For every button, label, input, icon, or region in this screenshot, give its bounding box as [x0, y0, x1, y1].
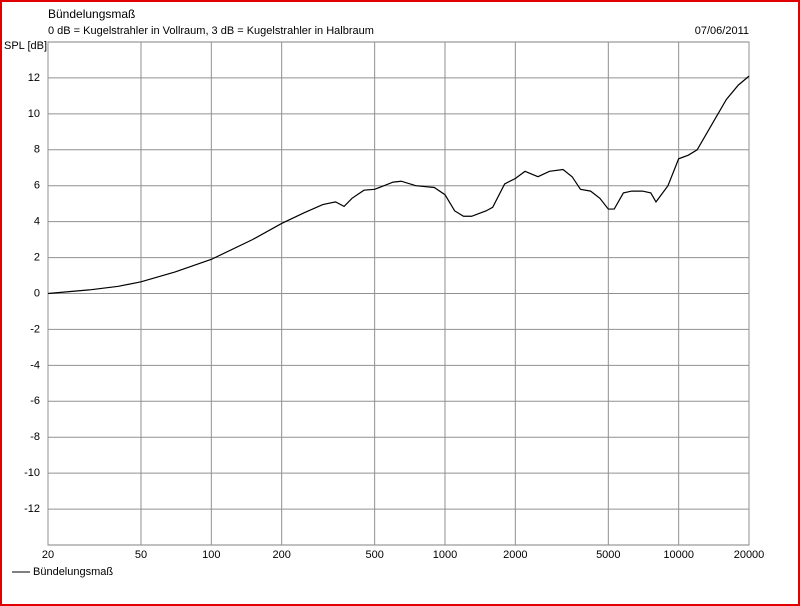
chart-subtitle: 0 dB = Kugelstrahler in Vollraum, 3 dB =…	[48, 25, 374, 37]
y-tick-label: 4	[34, 216, 40, 228]
y-tick-label: 2	[34, 251, 40, 263]
x-tick-label: 2000	[503, 549, 527, 561]
y-tick-label: -8	[30, 431, 40, 443]
y-tick-label: 6	[34, 180, 40, 192]
x-tick-label: 20	[42, 549, 54, 561]
chart-date: 07/06/2011	[695, 25, 749, 37]
y-tick-label: -12	[24, 503, 40, 515]
y-tick-label: -2	[30, 323, 40, 335]
x-tick-label: 100	[202, 549, 220, 561]
x-tick-label: 200	[272, 549, 290, 561]
y-tick-label: 8	[34, 144, 40, 156]
x-tick-label: 50	[135, 549, 147, 561]
x-tick-label: 500	[365, 549, 383, 561]
chart-title: Bündelungsmaß	[48, 7, 135, 21]
legend-label: Bündelungsmaß	[33, 566, 113, 578]
y-tick-label: 0	[34, 287, 40, 299]
y-tick-label: -10	[24, 467, 40, 479]
series-line	[47, 75, 750, 295]
y-tick-label: 12	[28, 72, 40, 84]
y-axis-label: SPL [dB]	[4, 40, 47, 52]
x-tick-label: 5000	[596, 549, 620, 561]
y-tick-label: -4	[30, 359, 40, 371]
x-tick-label: 20000	[734, 549, 765, 561]
x-tick-label: 10000	[663, 549, 694, 561]
y-tick-label: -6	[30, 395, 40, 407]
y-tick-label: 10	[28, 108, 40, 120]
x-tick-label: 1000	[433, 549, 457, 561]
